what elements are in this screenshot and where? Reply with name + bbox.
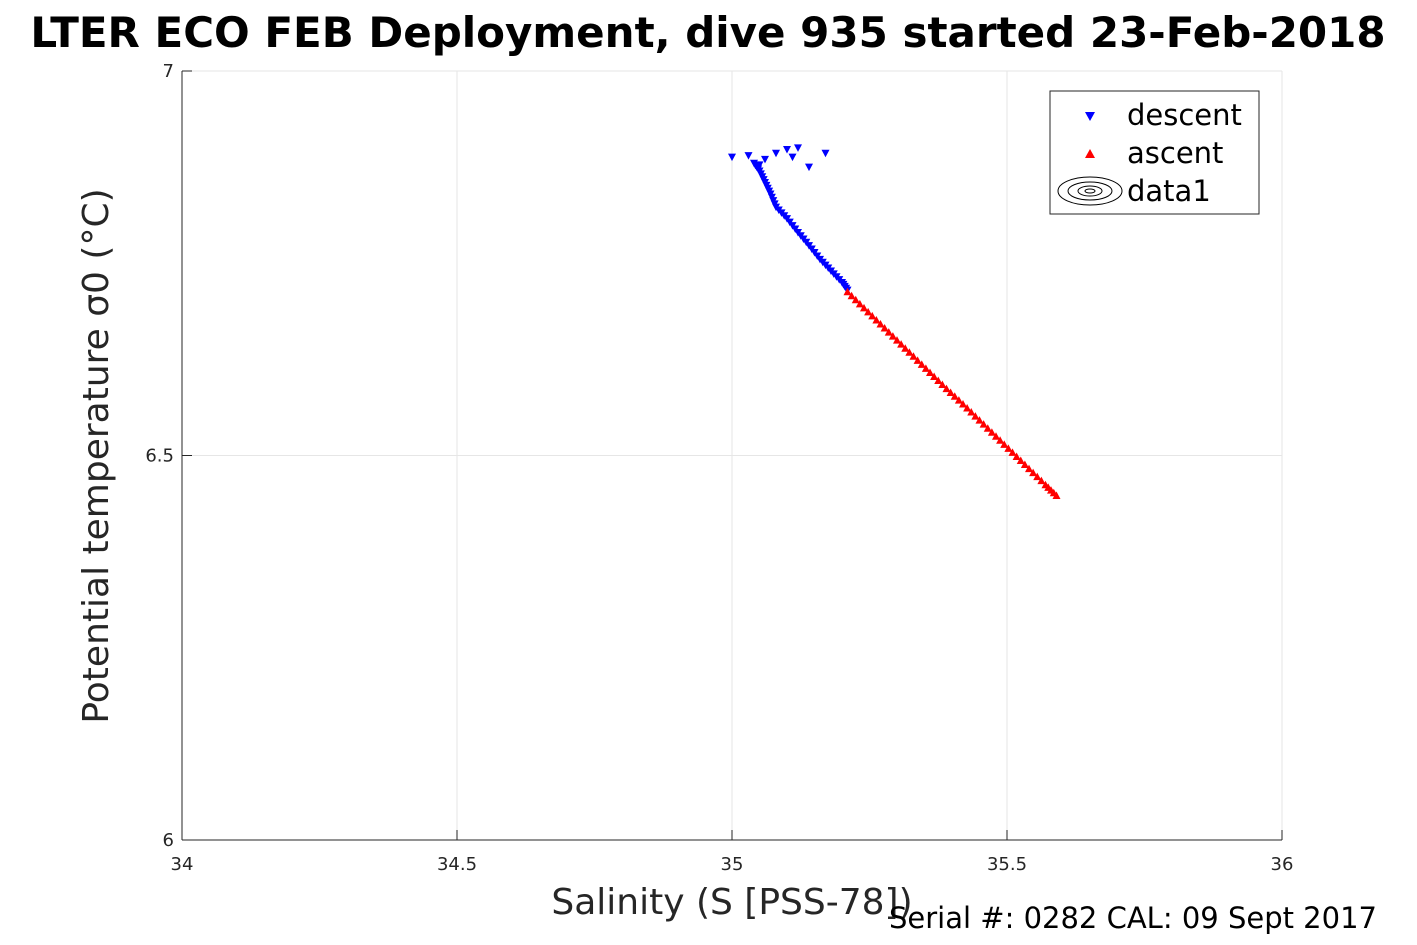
x-tick-label: 35.5: [987, 854, 1027, 875]
ascent-point: [884, 328, 893, 336]
ascent-point: [909, 352, 918, 360]
ascent-point: [979, 420, 988, 428]
ascent-point: [1016, 456, 1025, 464]
ascent-point: [872, 315, 881, 324]
ascent-point: [987, 428, 996, 436]
x-tick-label: 36: [1271, 854, 1294, 875]
legend-descent-marker: [1085, 112, 1095, 121]
ascent-point: [893, 336, 901, 344]
data-points: [728, 144, 1061, 499]
chart-title: LTER ECO FEB Deployment, dive 935 starte…: [30, 8, 1385, 57]
gridlines: [182, 70, 1283, 840]
ascent-point: [1008, 448, 1017, 456]
ascent-point: [847, 291, 856, 300]
ascent-point: [864, 307, 873, 316]
ascent-point: [975, 416, 984, 424]
serial-calibration-note: Serial #: 0282 CAL: 09 Sept 2017: [889, 901, 1377, 935]
descent-point: [794, 144, 802, 152]
ascent-point: [1037, 476, 1046, 485]
descent-point: [772, 149, 780, 158]
legend-ascent-marker: [1085, 149, 1095, 158]
ascent-point: [880, 324, 889, 332]
ascent-point: [905, 348, 914, 356]
legend: descent ascent data1: [1049, 90, 1260, 215]
ascent-point: [876, 320, 885, 328]
ascent-point: [855, 299, 864, 308]
ascent-point: [917, 360, 926, 368]
ascent-point: [843, 287, 852, 296]
ascent-point: [921, 364, 930, 372]
ascent-point: [996, 436, 1005, 444]
ascent-point: [942, 384, 951, 393]
axis-ticks: 34 34.5 35 35.5 36 6 6.5 7: [145, 61, 1293, 875]
ascent-point: [938, 380, 947, 389]
ascent-point: [950, 392, 959, 400]
ascent-point: [860, 303, 868, 312]
ascent-point: [901, 344, 910, 352]
x-axis-label: Salinity (S [PSS-78]): [551, 882, 912, 923]
descent-point: [728, 153, 736, 162]
y-tick-label: 6: [163, 830, 174, 851]
legend-contour-marker: [1057, 176, 1123, 206]
ascent-point: [971, 412, 980, 420]
descent-point: [821, 149, 830, 158]
ascent-point: [926, 368, 934, 376]
ascent-point: [1004, 444, 1013, 452]
y-tick-label: 7: [163, 61, 174, 82]
legend-box: [1049, 90, 1260, 215]
ascent-point: [1052, 491, 1061, 499]
x-tick-label: 35: [721, 854, 744, 875]
ascent-point: [897, 340, 906, 348]
ascent-point: [1012, 452, 1021, 460]
ascent-point: [1029, 468, 1038, 477]
descent-point: [805, 163, 813, 172]
descent-point: [744, 152, 753, 160]
ascent-point: [954, 396, 963, 404]
descent-point: [761, 155, 769, 164]
x-tick-label: 34: [171, 854, 194, 875]
ascent-point: [963, 404, 972, 412]
y-axis-label: Potential temperature σ0 (°C): [76, 188, 117, 723]
descent-point: [788, 153, 797, 162]
legend-ascent-label: ascent: [1127, 136, 1223, 170]
ascent-point: [959, 399, 967, 408]
ascent-point: [851, 295, 860, 304]
ascent-point: [983, 424, 992, 432]
ascent-point: [913, 356, 922, 364]
y-tick-label: 6.5: [145, 446, 174, 467]
legend-descent-label: descent: [1127, 98, 1242, 132]
ascent-point: [868, 311, 877, 320]
ascent-point: [930, 372, 939, 380]
ascent-point: [934, 376, 943, 385]
ascent-point: [992, 432, 1000, 440]
ascent-point: [1033, 472, 1042, 481]
x-tick-label: 34.5: [437, 854, 477, 875]
ascent-point: [1025, 464, 1033, 473]
ascent-point: [967, 408, 976, 416]
ascent-point: [1020, 460, 1029, 469]
ascent-point: [946, 388, 955, 396]
ascent-point: [1000, 440, 1009, 448]
descent-point: [783, 145, 791, 154]
legend-data1-label: data1: [1127, 174, 1211, 208]
ascent-point: [888, 332, 897, 340]
